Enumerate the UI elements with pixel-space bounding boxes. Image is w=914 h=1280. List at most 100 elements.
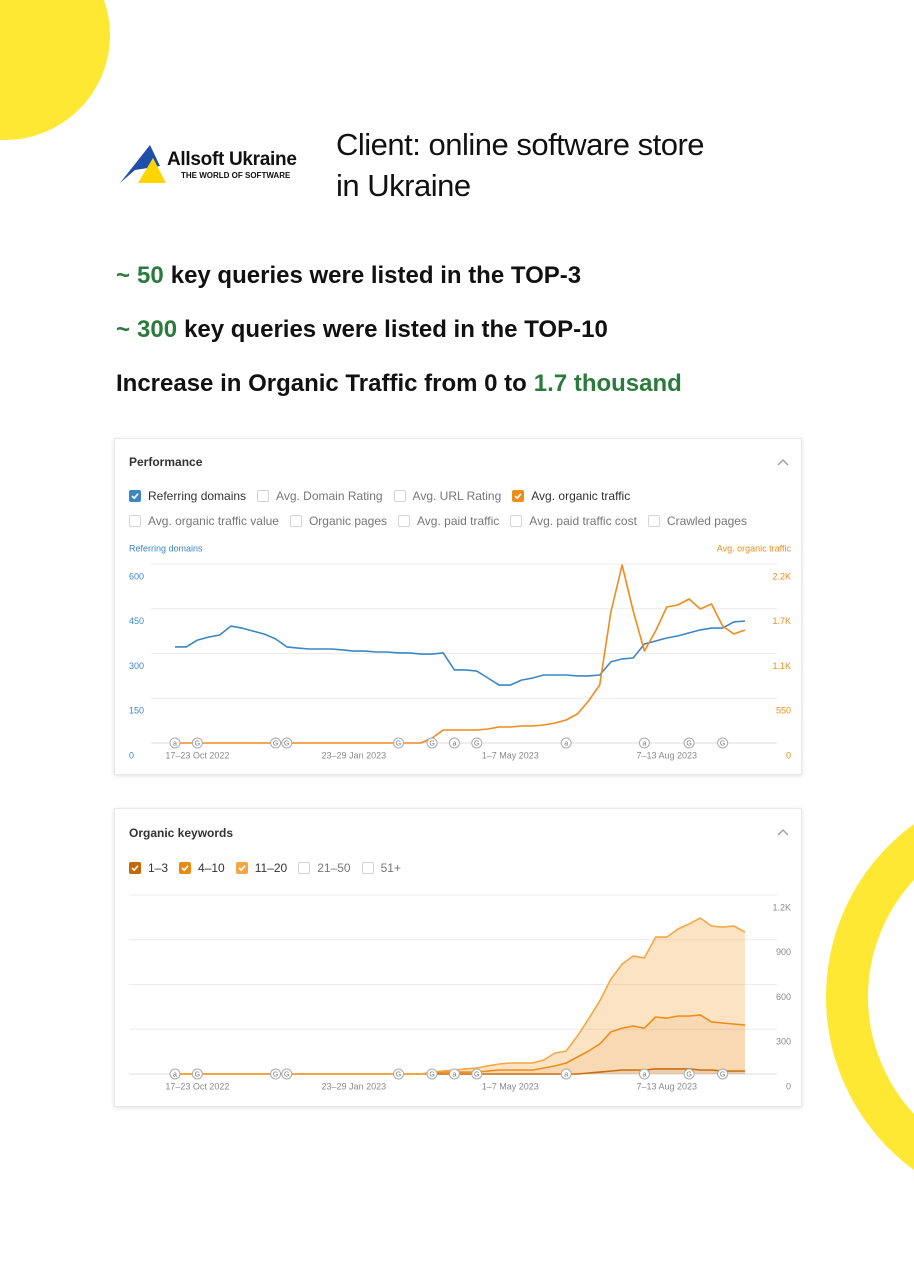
event-marker [281, 737, 293, 749]
checkbox[interactable]: Avg. organic traffic value [129, 513, 279, 529]
checkbox-box [398, 515, 411, 527]
y2-tick-label: 550 [776, 706, 791, 716]
checkbox-box [510, 515, 523, 527]
logo-tagline: THE WORLD OF SOFTWARE [181, 171, 291, 180]
event-marker [191, 1068, 203, 1080]
highlight: ~300 key queries were listed in the TOP-1… [116, 316, 615, 344]
chart: 0 150 300 450 600 0 550 1.1K 1.7K 2.2K Referring d… [129, 459, 791, 760]
event-marker-label: G [195, 740, 200, 747]
y2-tick-label: 1.1K [772, 661, 791, 671]
event-marker-label: a [642, 740, 646, 747]
check [238, 865, 246, 872]
x-tick-label: 23–29 Jan 2023 [322, 750, 387, 760]
checkbox[interactable]: Avg. paid traffic cost [510, 513, 637, 529]
event-marker [560, 1068, 572, 1080]
checkbox[interactable]: 1–3 [129, 860, 168, 876]
checkbox[interactable]: 21–50 [298, 860, 351, 876]
event-marker [717, 1068, 729, 1080]
y2-tick-label: 2.2K [772, 571, 791, 581]
prefix: ~ [116, 262, 131, 289]
collapse-icon [777, 459, 789, 466]
area-fill [175, 1014, 745, 1074]
checkbox[interactable]: Avg. URL Rating [393, 488, 501, 504]
checkbox[interactable]: Avg. Domain Rating [257, 488, 383, 504]
checkbox-box [289, 515, 302, 527]
event-marker [426, 1068, 438, 1080]
y-tick-label: 0 [786, 1081, 791, 1091]
checkbox-label: Avg. Domain Rating [276, 489, 383, 503]
event-marker-label: a [173, 1071, 177, 1078]
y-tick-label: 600 [129, 571, 144, 581]
event-marker-label: G [474, 1071, 479, 1078]
checkbox[interactable]: Crawled pages [647, 513, 747, 529]
line [175, 564, 746, 744]
event-marker [270, 737, 282, 749]
checkbox-label: 51+ [380, 861, 401, 875]
event-marker-label: a [564, 1071, 568, 1078]
y-tick-label: 0 [129, 750, 134, 760]
event-marker [191, 737, 203, 749]
checkbox-box [235, 862, 248, 874]
event-marker-label: a [173, 740, 177, 747]
prefix: ~ [116, 316, 131, 343]
checkbox[interactable]: Avg. organic traffic [512, 488, 630, 504]
collapse-icon [777, 829, 789, 836]
checkbox[interactable]: 11–20 [235, 860, 287, 876]
event-marker [683, 1068, 695, 1080]
x-tick-label: 7–13 Aug 2023 [636, 750, 697, 760]
event-marker [717, 737, 729, 749]
y-tick-label: 600 [776, 992, 791, 1002]
checkbox[interactable]: 4–10 [179, 860, 225, 876]
checkbox-box [361, 862, 374, 874]
checkbox[interactable]: Avg. paid traffic [398, 513, 499, 529]
legend: 1–3 4–10 11–20 21–50 51+ [129, 860, 769, 876]
event-marker-label: G [396, 1071, 401, 1078]
checkbox-box [512, 490, 525, 502]
yellow-circle [0, 0, 110, 140]
options: Referring domains Avg. Domain Rating Avg. … [129, 488, 769, 529]
event-marker-label: G [273, 740, 278, 747]
check-icon [131, 493, 139, 500]
event-marker-label: a [564, 740, 568, 747]
event-marker-label: G [195, 1071, 200, 1078]
event-marker-label: G [284, 740, 289, 747]
checkbox-label: Avg. organic traffic [531, 489, 631, 503]
header-title: Client: online software store [336, 127, 705, 162]
checkbox[interactable]: 51+ [361, 860, 401, 876]
event-marker-label: G [429, 740, 434, 747]
y-tick-label: 900 [776, 947, 791, 957]
checkbox-label: 4–10 [198, 861, 225, 875]
text: key queries were listed in the TOP-10 [184, 316, 608, 343]
checkbox[interactable]: Referring domains [129, 488, 246, 504]
check-icon [131, 865, 139, 872]
event-marker-label: G [396, 740, 401, 747]
chart-card: 0 150 300 450 600 0 550 1.1K 1.7K 2.2K Referring d… [114, 438, 802, 775]
check-icon [238, 865, 246, 872]
checkbox[interactable]: Organic pages [289, 513, 387, 529]
check-icon [181, 865, 189, 872]
event-marker [471, 737, 483, 749]
area-fill [175, 918, 745, 1074]
text: key queries were listed in the TOP-3 [170, 262, 582, 289]
check [131, 493, 139, 500]
checkbox-label: Avg. paid traffic [417, 514, 500, 528]
x-tick-label: 1–7 May 2023 [482, 750, 539, 760]
checkbox-box [257, 490, 270, 502]
event-marker [281, 1068, 293, 1080]
event-marker [638, 1068, 650, 1080]
event-marker [169, 737, 181, 749]
text: Increase in Organic Traffic from 0 to [116, 370, 527, 397]
event-marker [393, 737, 405, 749]
checkbox-box [129, 515, 141, 527]
y-tick-label: 450 [129, 616, 144, 626]
event-marker [471, 1068, 483, 1080]
event-marker [426, 737, 438, 749]
event-marker [169, 1068, 181, 1080]
axis-title: Referring domains [129, 543, 203, 553]
check [131, 865, 139, 872]
chart-title: Performance [129, 455, 203, 469]
x-tick-label: 23–29 Jan 2023 [322, 1081, 387, 1091]
checkbox-label: Crawled pages [666, 514, 747, 528]
